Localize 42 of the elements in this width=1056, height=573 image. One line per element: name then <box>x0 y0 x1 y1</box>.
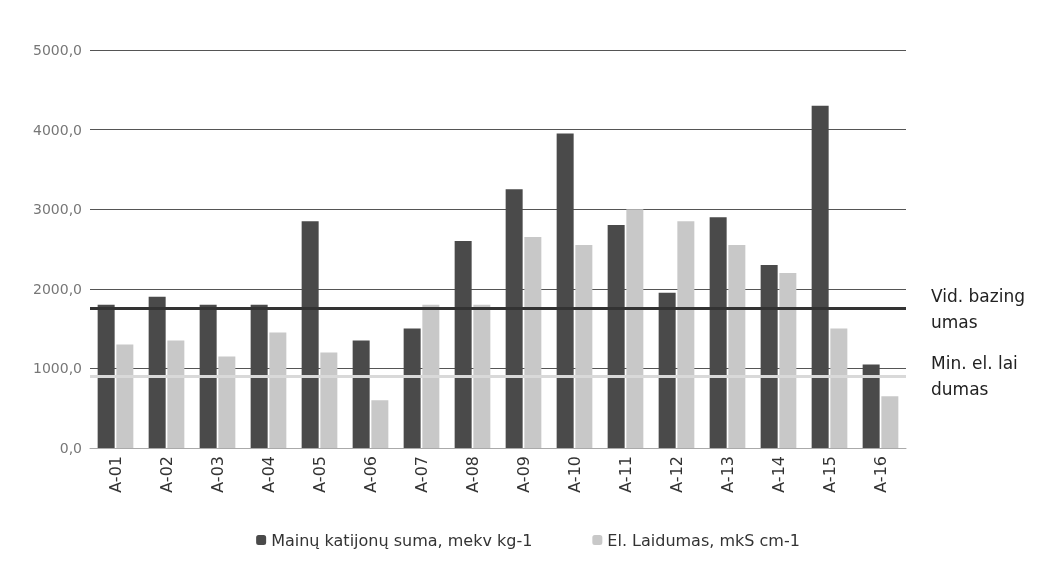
bar <box>320 352 338 448</box>
y-tick-label: 5000,0 <box>33 42 82 58</box>
x-tick-label: A-15 <box>820 456 839 493</box>
y-tick-label: 2000,0 <box>33 280 82 297</box>
bar <box>881 396 899 448</box>
x-tick-label: A-10 <box>565 456 584 493</box>
y-tick-label: 0,0 <box>59 440 82 456</box>
x-tick-label: A-02 <box>157 456 176 493</box>
bar <box>575 245 593 448</box>
x-tick-label: A-04 <box>259 456 278 493</box>
bar <box>473 304 491 448</box>
bar <box>422 304 440 448</box>
bar <box>116 344 134 448</box>
bar <box>269 332 287 448</box>
x-tick-label: A-05 <box>310 456 329 493</box>
bar <box>524 237 542 448</box>
x-tick-label: A-08 <box>463 456 482 493</box>
legend-label: El. Laidumas, mkS cm-1 <box>607 530 800 550</box>
y-tick-label: 4000,0 <box>33 121 82 138</box>
x-tick-label: A-07 <box>412 456 431 493</box>
bar <box>728 245 746 448</box>
y-tick-label: 3000,0 <box>33 201 82 218</box>
x-tick-label: A-12 <box>667 456 686 493</box>
ref-line-label: Vid. bazingumas <box>931 285 1025 332</box>
x-tick-label: A-16 <box>871 456 890 493</box>
x-tick-label: A-11 <box>616 456 635 493</box>
x-tick-label: A-06 <box>361 456 380 493</box>
bar <box>830 328 848 448</box>
bar <box>779 272 797 448</box>
x-tick-label: A-03 <box>208 456 227 493</box>
y-tick-label: 1000,0 <box>33 360 82 377</box>
bar <box>218 356 236 448</box>
bar <box>677 221 695 448</box>
ref-line-label: Min. el. laidumas <box>931 353 1018 400</box>
x-tick-label: A-09 <box>514 456 533 493</box>
bar <box>167 340 185 448</box>
x-tick-label: A-13 <box>718 456 737 493</box>
legend-label: Mainų katijonų suma, mekv kg-1 <box>271 530 533 550</box>
x-tick-label: A-14 <box>769 456 788 493</box>
bar <box>626 209 644 448</box>
x-tick-label: A-01 <box>106 456 125 493</box>
bar <box>371 400 389 448</box>
